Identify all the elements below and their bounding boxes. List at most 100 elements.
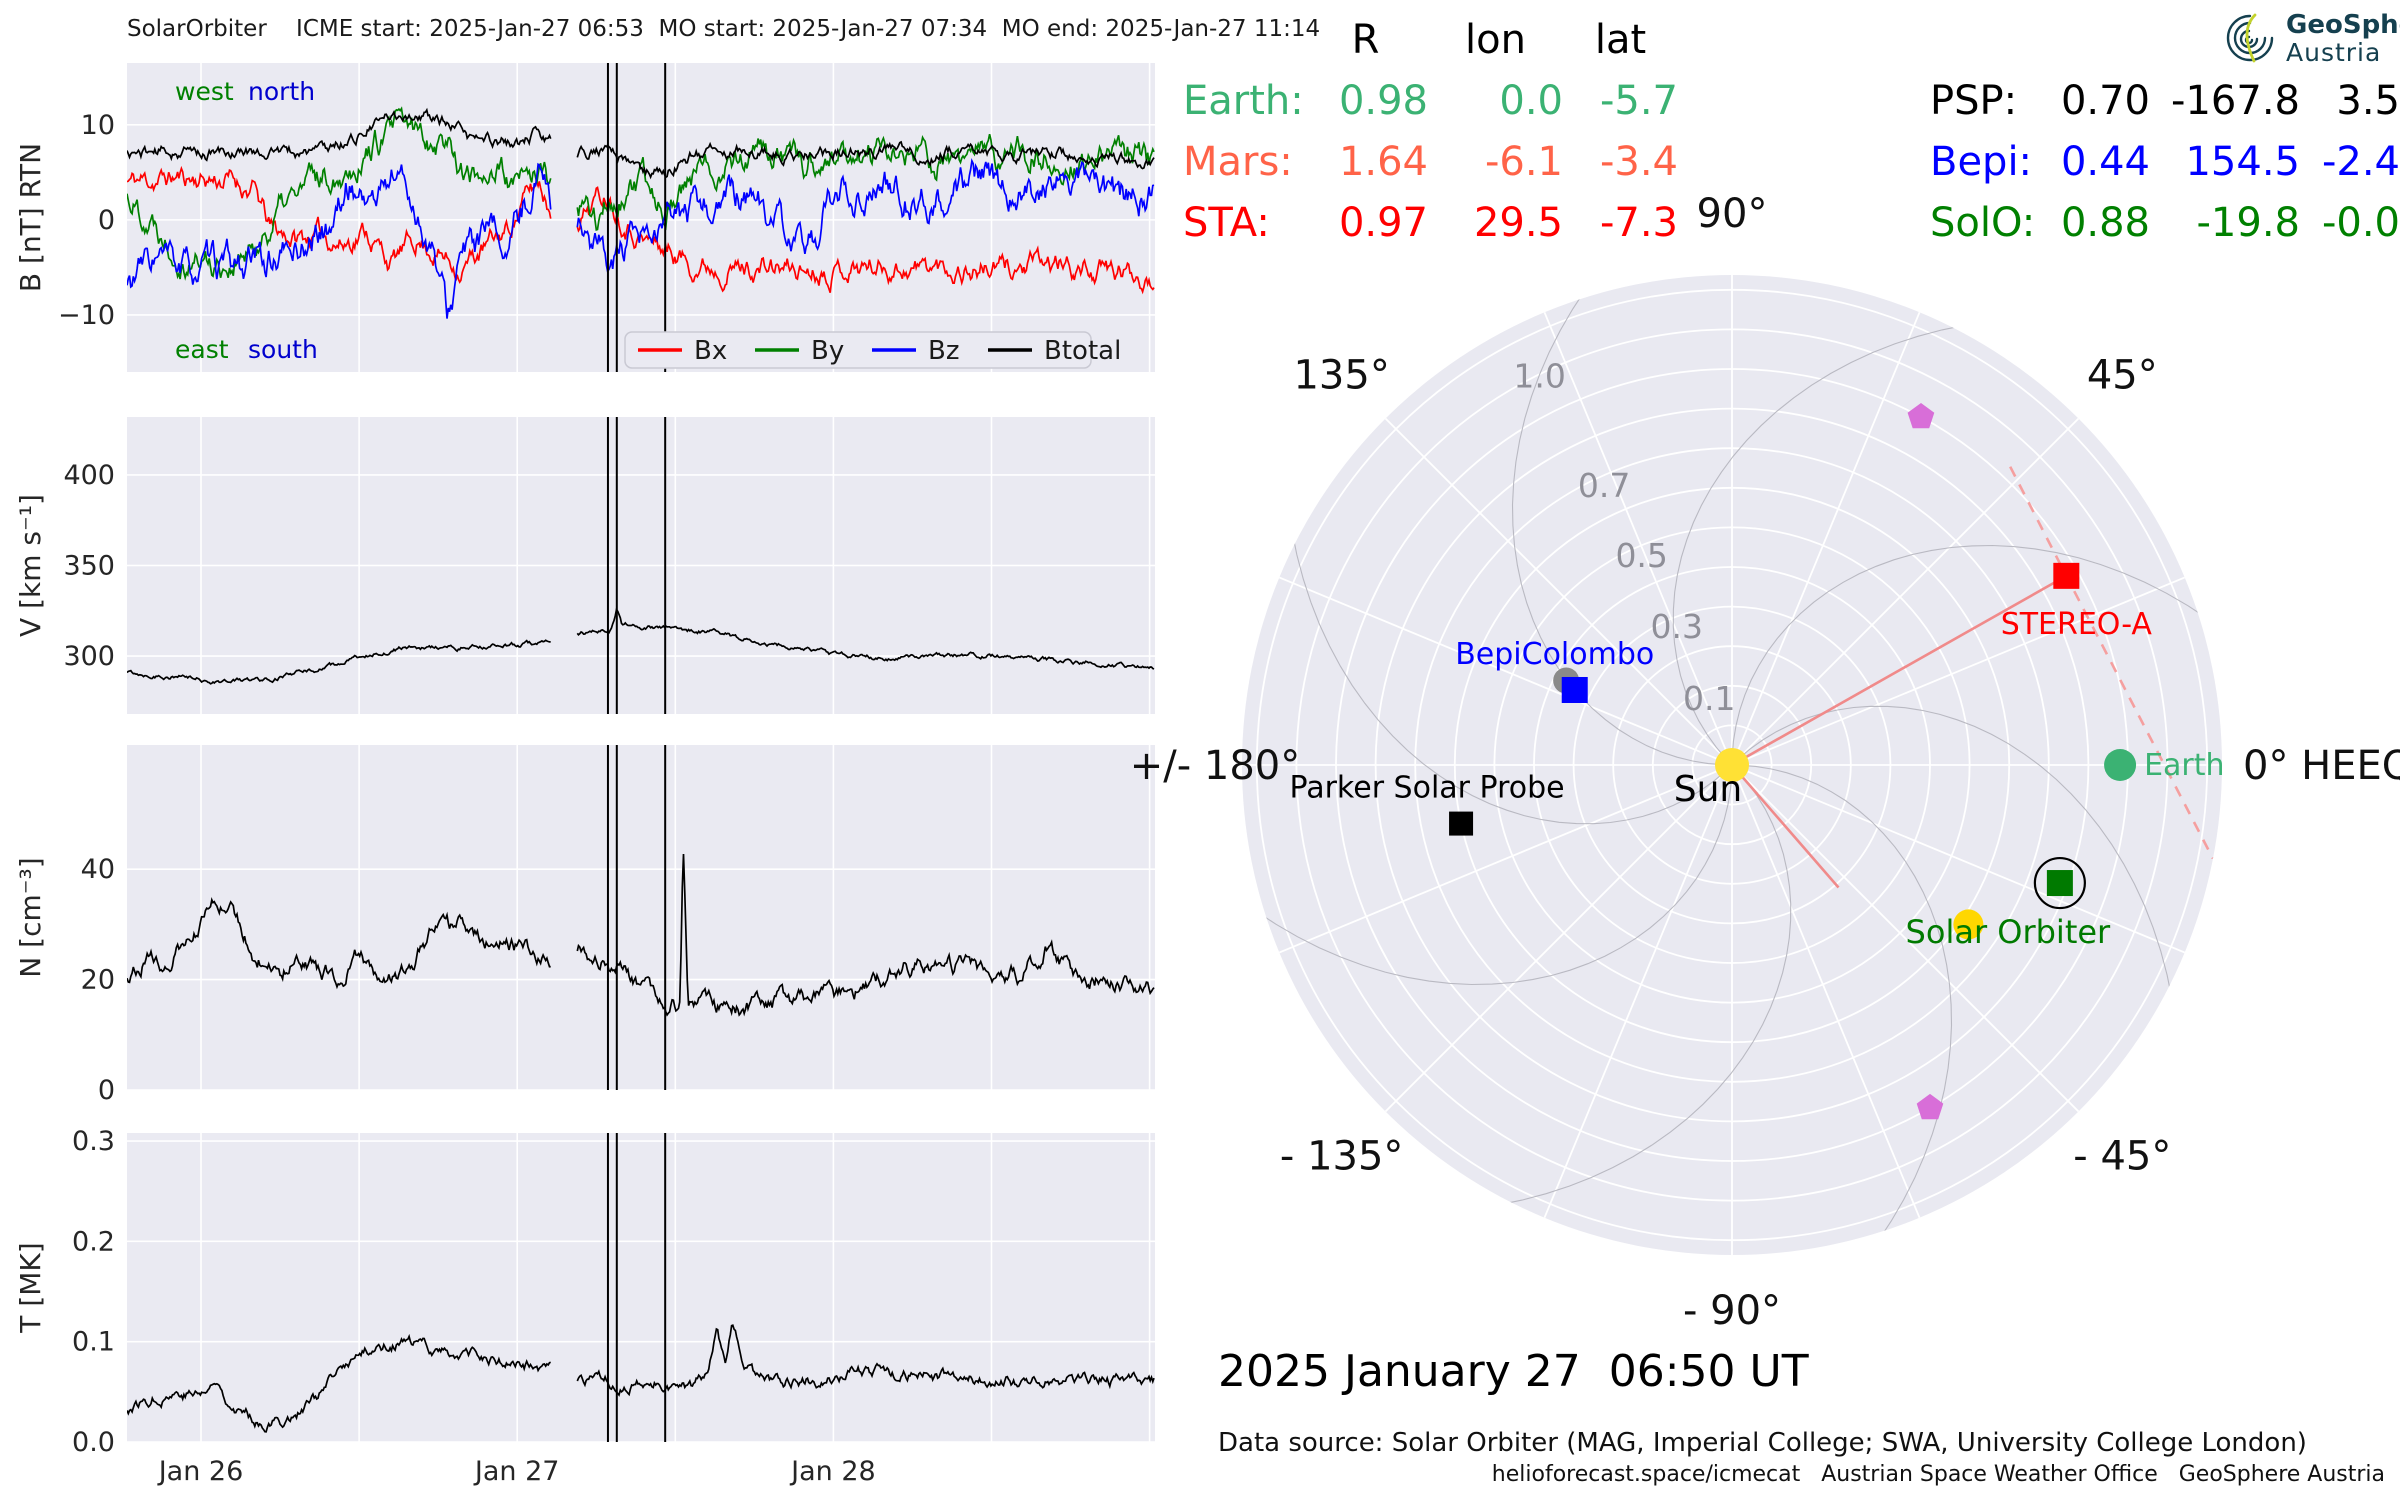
body-l5 (1916, 1093, 1944, 1120)
row-label: SolO: (1930, 200, 2036, 246)
row-value: 29.5 (1473, 200, 1563, 246)
row-value: 0.44 (2060, 139, 2150, 185)
series-Bz (127, 158, 1155, 319)
y-tick-label: 350 (63, 551, 115, 582)
credit-line: helioforecast.space/icmecat Austrian Spa… (1491, 1462, 2385, 1487)
angle-label: - 90° (1683, 1288, 1781, 1334)
table-header-lat: lat (1594, 17, 1647, 63)
r-tick-label: 0.5 (1615, 536, 1667, 575)
y-tick-label: 40 (81, 854, 115, 885)
highlight-ring (2033, 856, 2086, 910)
y-axis-label: B [nT] RTN (14, 143, 47, 292)
row-value: -5.7 (1599, 78, 1678, 124)
series-N (127, 853, 1155, 1017)
body-label-parker-solar-probe: Parker Solar Probe (1289, 771, 1564, 806)
body-bepicolombo: BepiColombo (1455, 637, 1654, 703)
body-label-stereo-a: STEREO-A (2001, 607, 2153, 642)
y-axis-label: N [cm⁻³] (14, 857, 47, 977)
timeseries-canvas: −10 0 10 B [nT] RTN west north east south Bx By Bz… (14, 63, 1155, 1487)
row-value: 0.98 (1338, 78, 1428, 124)
r-tick-label: 0.3 (1650, 607, 1702, 646)
body-label-sun: Sun (1674, 769, 1742, 810)
direction-label-west: west (175, 77, 234, 106)
legend-label-Btotal: Btotal (1044, 336, 1121, 366)
legend-label-By: By (811, 336, 844, 366)
y-tick-label: −10 (58, 300, 115, 331)
row-value: -2.4 (2321, 139, 2400, 185)
x-tick-label: Jan 26 (157, 1456, 244, 1487)
row-value: 3.5 (2336, 78, 2400, 124)
direction-label-east: east (175, 335, 229, 364)
panel-V: 300 350 400 V [km s⁻¹] (14, 417, 1155, 714)
series-T (127, 1324, 1155, 1433)
r-tick-label: 0.7 (1578, 466, 1630, 505)
row-value: 0.97 (1338, 200, 1428, 246)
series-By (127, 106, 1155, 281)
data-source-line: Data source: Solar Orbiter (MAG, Imperia… (1218, 1428, 2307, 1458)
body-sun: Sun (1674, 748, 1749, 810)
map-datetime: 2025 January 27 06:50 UT (1218, 1346, 1809, 1397)
angle-label: 0° HEEQ (2243, 743, 2400, 789)
series-V (127, 607, 1155, 685)
row-value: -3.4 (1599, 139, 1678, 185)
y-tick-label: 0.2 (72, 1226, 115, 1257)
body-label-bepicolombo: BepiColombo (1455, 637, 1654, 672)
y-axis-label: V [km s⁻¹] (14, 494, 47, 637)
series-Btotal (127, 107, 1155, 180)
y-tick-label: 10 (81, 110, 115, 141)
row-value: -19.8 (2196, 200, 2301, 246)
body-label-solar-orbiter: Solar Orbiter (1906, 913, 2111, 951)
y-tick-label: 0.0 (72, 1427, 115, 1458)
row-value: 0.70 (2060, 78, 2150, 124)
x-tick-label: Jan 28 (789, 1456, 876, 1487)
row-value: -0.0 (2321, 200, 2400, 246)
body-label-earth: Earth (2144, 748, 2224, 783)
legend-label-Bx: Bx (694, 336, 727, 366)
geosphere-logo: GeoSphere Austria (2222, 10, 2400, 66)
angle-label: +/- 180° (1130, 743, 1301, 789)
body-parker-solar-probe: Parker Solar Probe (1289, 771, 1565, 836)
row-label: PSP: (1930, 78, 2018, 124)
row-value: 0.88 (2060, 200, 2150, 246)
y-tick-label: 0 (98, 205, 115, 236)
panel-T: 0.0 0.1 0.2 0.3 T [MK] Jan 26 Jan 27 Jan 28 (14, 1126, 1155, 1487)
angle-label: 45° (2087, 353, 2158, 399)
angle-label: 90° (1697, 191, 1768, 237)
row-value: -6.1 (1484, 139, 1563, 185)
angle-label: - 135° (1280, 1133, 1404, 1179)
legend: Bx By Bz Btotal (624, 331, 1121, 369)
row-label: Mars: (1183, 139, 1293, 185)
logo-line2: Austria (2286, 37, 2382, 67)
r-tick-label: 1.0 (1513, 356, 1565, 395)
row-label: Bepi: (1930, 139, 2033, 185)
body-venus (1953, 909, 1984, 940)
row-value: -167.8 (2171, 78, 2300, 124)
series-Bx (127, 165, 1155, 295)
row-value: 154.5 (2185, 139, 2300, 185)
legend-label-Bz: Bz (928, 336, 959, 366)
row-label: Earth: (1183, 78, 1304, 124)
table-header-R: R (1351, 17, 1380, 63)
panel-Bx: −10 0 10 B [nT] RTN west north east south Bx By Bz… (14, 63, 1155, 372)
y-tick-label: 300 (63, 641, 115, 672)
logo-line1: GeoSphere (2286, 9, 2400, 40)
row-value: 0.0 (1499, 78, 1563, 124)
body-stereo-a: STEREO-A (2001, 562, 2153, 642)
row-value: -7.3 (1599, 200, 1678, 246)
panel-N: 0 20 40 N [cm⁻³] (14, 745, 1155, 1106)
y-tick-label: 0.3 (72, 1126, 115, 1157)
x-tick-label: Jan 27 (473, 1456, 560, 1487)
y-tick-label: 20 (81, 965, 115, 996)
body-solar-orbiter: Solar Orbiter (1906, 856, 2111, 951)
y-tick-label: 0.1 (72, 1327, 115, 1358)
body-l4 (1907, 403, 1935, 429)
r-tick-label: 0.1 (1683, 679, 1735, 718)
body-earth: Earth (2104, 748, 2225, 783)
position-table-right: PSP: 0.70 -167.8 3.5 Bepi: 0.44 154.5 -2.4 SolO:… (1930, 71, 2400, 254)
angle-label: - 45° (2073, 1133, 2171, 1179)
geosphere-swirl-icon (2226, 13, 2274, 63)
angle-label: 135° (1293, 353, 1389, 399)
y-axis-label: T [MK] (14, 1242, 47, 1333)
